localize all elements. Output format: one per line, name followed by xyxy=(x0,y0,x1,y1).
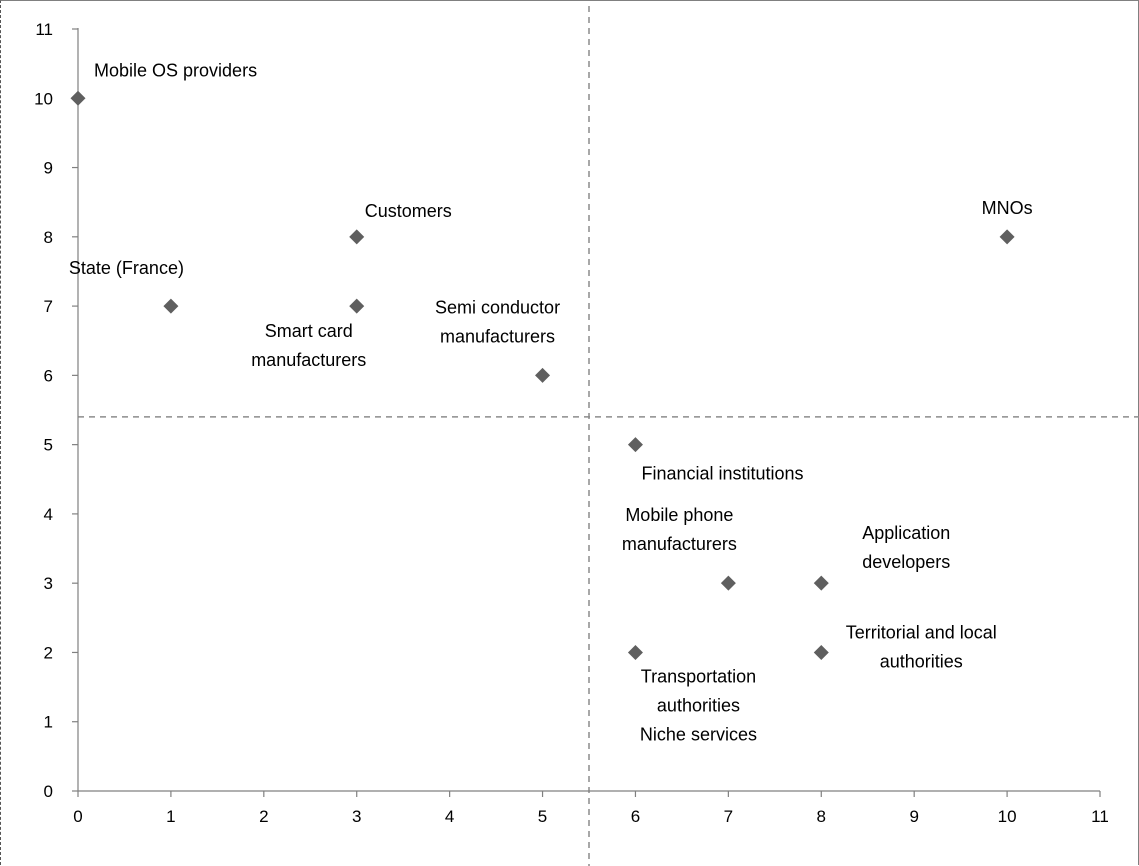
y-tick-label: 0 xyxy=(44,782,53,801)
y-tick-label: 10 xyxy=(34,89,53,108)
scatter-point xyxy=(535,367,551,383)
x-tick-label: 3 xyxy=(352,807,361,826)
x-tick-label: 1 xyxy=(166,807,175,826)
data-label: Transportation authorities Niche services xyxy=(640,666,757,744)
data-label-line: manufacturers xyxy=(440,326,555,346)
data-label-line: Customers xyxy=(365,201,452,221)
y-tick-label: 2 xyxy=(44,643,53,662)
data-label: Financial institutions xyxy=(641,464,803,484)
x-tick-label: 4 xyxy=(445,807,454,826)
data-label: Mobile OS providers xyxy=(94,60,257,80)
x-tick-label: 7 xyxy=(724,807,733,826)
y-tick-label: 3 xyxy=(44,574,53,593)
data-label-line: MNOs xyxy=(982,198,1033,218)
data-label: Territorial and local authorities xyxy=(846,622,997,671)
x-tick-label: 6 xyxy=(631,807,640,826)
data-label-line: Semi conductor xyxy=(435,297,560,317)
data-label-line: developers xyxy=(862,552,950,572)
data-label-line: Mobile OS providers xyxy=(94,60,257,80)
data-label: Application developers xyxy=(862,523,950,572)
scatter-point xyxy=(163,298,179,314)
data-label-line: Niche services xyxy=(640,724,757,744)
x-tick-label: 0 xyxy=(73,807,82,826)
data-label-line: Smart card xyxy=(265,321,353,341)
scatter-point xyxy=(70,90,86,106)
data-label-line: authorities xyxy=(657,695,740,715)
scatter-point xyxy=(349,229,365,245)
data-label: Customers xyxy=(365,201,452,221)
y-tick-label: 1 xyxy=(44,713,53,732)
scatter-point xyxy=(349,298,365,314)
data-label-line: Mobile phone xyxy=(625,505,733,525)
data-label-line: Territorial and local xyxy=(846,622,997,642)
data-label: MNOs xyxy=(982,198,1033,218)
data-label-line: manufacturers xyxy=(251,350,366,370)
x-tick-label: 5 xyxy=(538,807,547,826)
x-tick-label: 8 xyxy=(817,807,826,826)
y-tick-label: 9 xyxy=(44,159,53,178)
scatter-point xyxy=(999,229,1015,245)
y-tick-label: 5 xyxy=(44,436,53,455)
scatter-point xyxy=(813,575,829,591)
data-label: Smart card manufacturers xyxy=(251,321,366,370)
data-label: Semi conductor manufacturers xyxy=(435,297,560,346)
y-tick-label: 7 xyxy=(44,297,53,316)
y-tick-label: 8 xyxy=(44,228,53,247)
y-tick-label: 4 xyxy=(44,505,53,524)
y-tick-label: 11 xyxy=(35,20,53,39)
x-tick-label: 2 xyxy=(259,807,268,826)
x-tick-label: 10 xyxy=(998,807,1017,826)
x-tick-label: 9 xyxy=(909,807,918,826)
scatter-point xyxy=(627,437,643,453)
scatter-point xyxy=(627,644,643,660)
scatter-point xyxy=(813,644,829,660)
data-label-line: State (France) xyxy=(69,258,184,278)
data-label-line: Application xyxy=(862,523,950,543)
data-label-line: authorities xyxy=(880,651,963,671)
data-label-line: Financial institutions xyxy=(641,464,803,484)
y-tick-label: 6 xyxy=(44,366,53,385)
data-label-line: Transportation xyxy=(641,666,756,686)
data-label: Mobile phone manufacturers xyxy=(622,505,737,554)
scatter-point xyxy=(720,575,736,591)
x-tick-label: 11 xyxy=(1091,807,1109,826)
data-label: State (France) xyxy=(69,258,184,278)
data-label-line: manufacturers xyxy=(622,534,737,554)
